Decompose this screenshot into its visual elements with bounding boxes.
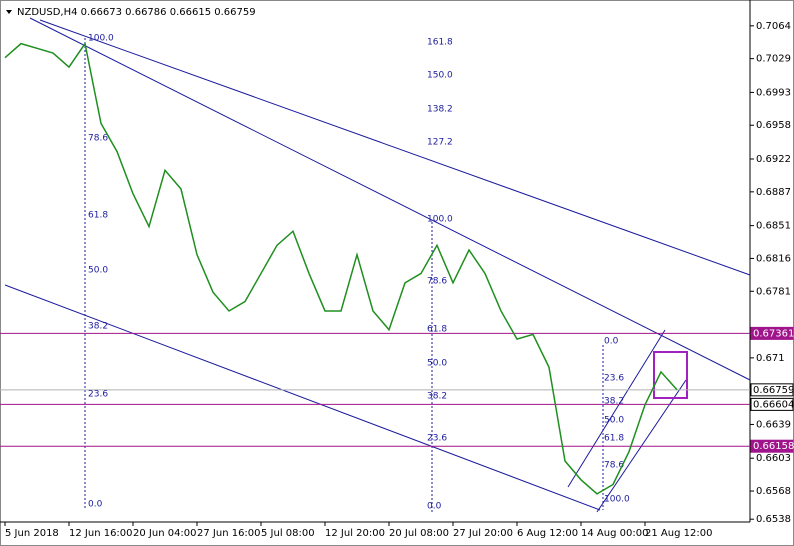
y-tick-label: 0.671: [756, 353, 785, 364]
fib-label: 78.6: [427, 277, 447, 287]
y-tick-label: 0.6922: [756, 154, 791, 165]
fib-label: 50.0: [88, 266, 108, 276]
y-tick-label: 0.6958: [756, 120, 791, 131]
x-tick-label: 12 Jul 20:00: [325, 528, 385, 539]
menu-arrow[interactable]: [6, 10, 12, 14]
fib-label: 38.2: [427, 392, 447, 402]
x-tick-label: 5 Jun 2018: [5, 528, 59, 539]
fib-label: 0.0: [88, 500, 103, 510]
level-label: 0.66604: [753, 399, 794, 410]
x-tick-label: 6 Aug 12:00: [517, 528, 578, 539]
drawings: [4, 17, 751, 513]
x-tick-label: 20 Jul 08:00: [389, 528, 449, 539]
x-tick-label: 12 Jun 16:00: [69, 528, 133, 539]
x-tick-label: 27 Jul 20:00: [453, 528, 513, 539]
fib-label: 23.6: [427, 434, 447, 444]
level-box: [750, 326, 794, 340]
fib-label: 0.0: [604, 337, 619, 347]
fib-label: 100.0: [88, 34, 114, 44]
trend-line: [4, 284, 601, 511]
trend-line: [29, 17, 751, 381]
fib-label: 78.6: [604, 461, 624, 471]
level-label: 0.67361: [753, 328, 794, 339]
y-tick-label: 0.6816: [756, 253, 791, 264]
fib-label: 61.8: [604, 434, 624, 444]
fib-label: 38.2: [88, 322, 108, 332]
x-tick-label: 21 Aug 12:00: [645, 528, 712, 539]
y-tick-label: 0.6639: [756, 419, 791, 430]
fib-label: 100.0: [604, 495, 630, 505]
fib-label: 23.6: [88, 390, 108, 400]
level-box: [750, 397, 794, 411]
fib-label: 127.2: [427, 138, 453, 148]
fib-label: 150.0: [427, 71, 453, 81]
trend-line: [39, 19, 751, 276]
fib-label: 50.0: [427, 359, 447, 369]
y-tick-label: 0.7064: [756, 21, 791, 32]
level-label: 0.66158: [753, 441, 794, 452]
fib-label: 38.2: [604, 397, 624, 407]
fib-label: 23.6: [604, 374, 624, 384]
fib-label: 61.8: [88, 211, 108, 221]
fib-label: 61.8: [427, 325, 447, 335]
level-label: 0.66759: [753, 385, 794, 396]
y-tick-label: 0.6538: [756, 514, 791, 525]
fib-label: 78.6: [88, 134, 108, 144]
box: [653, 351, 688, 399]
x-tick-label: 5 Jul 08:00: [261, 528, 315, 539]
y-tick-label: 0.6568: [756, 486, 791, 497]
fib-label: 138.2: [427, 105, 453, 115]
price-line: [4, 41, 678, 495]
fib-label: 161.8: [427, 38, 453, 48]
y-tick-label: 0.6851: [756, 221, 791, 232]
x-tick-label: 27 Jun 16:00: [197, 528, 261, 539]
y-tick-label: 0.6993: [756, 87, 791, 98]
y-tick-label: 0.6781: [756, 286, 791, 297]
y-tick-label: 0.6603: [756, 453, 791, 464]
channel-line: [567, 329, 666, 488]
x-tick-label: 14 Aug 00:00: [581, 528, 648, 539]
y-tick-label: 0.7029: [756, 54, 791, 65]
fib-label: 100.0: [427, 215, 453, 225]
x-tick-label: 20 Jun 04:00: [133, 528, 197, 539]
fib-label: 50.0: [604, 416, 624, 426]
level-box: [750, 383, 794, 397]
fib-label: 0.0: [427, 502, 442, 512]
y-tick-label: 0.6887: [756, 187, 791, 198]
level-box: [750, 439, 794, 453]
chart-title: NZDUSD,H4 0.66673 0.66786 0.66615 0.6675…: [17, 7, 256, 18]
